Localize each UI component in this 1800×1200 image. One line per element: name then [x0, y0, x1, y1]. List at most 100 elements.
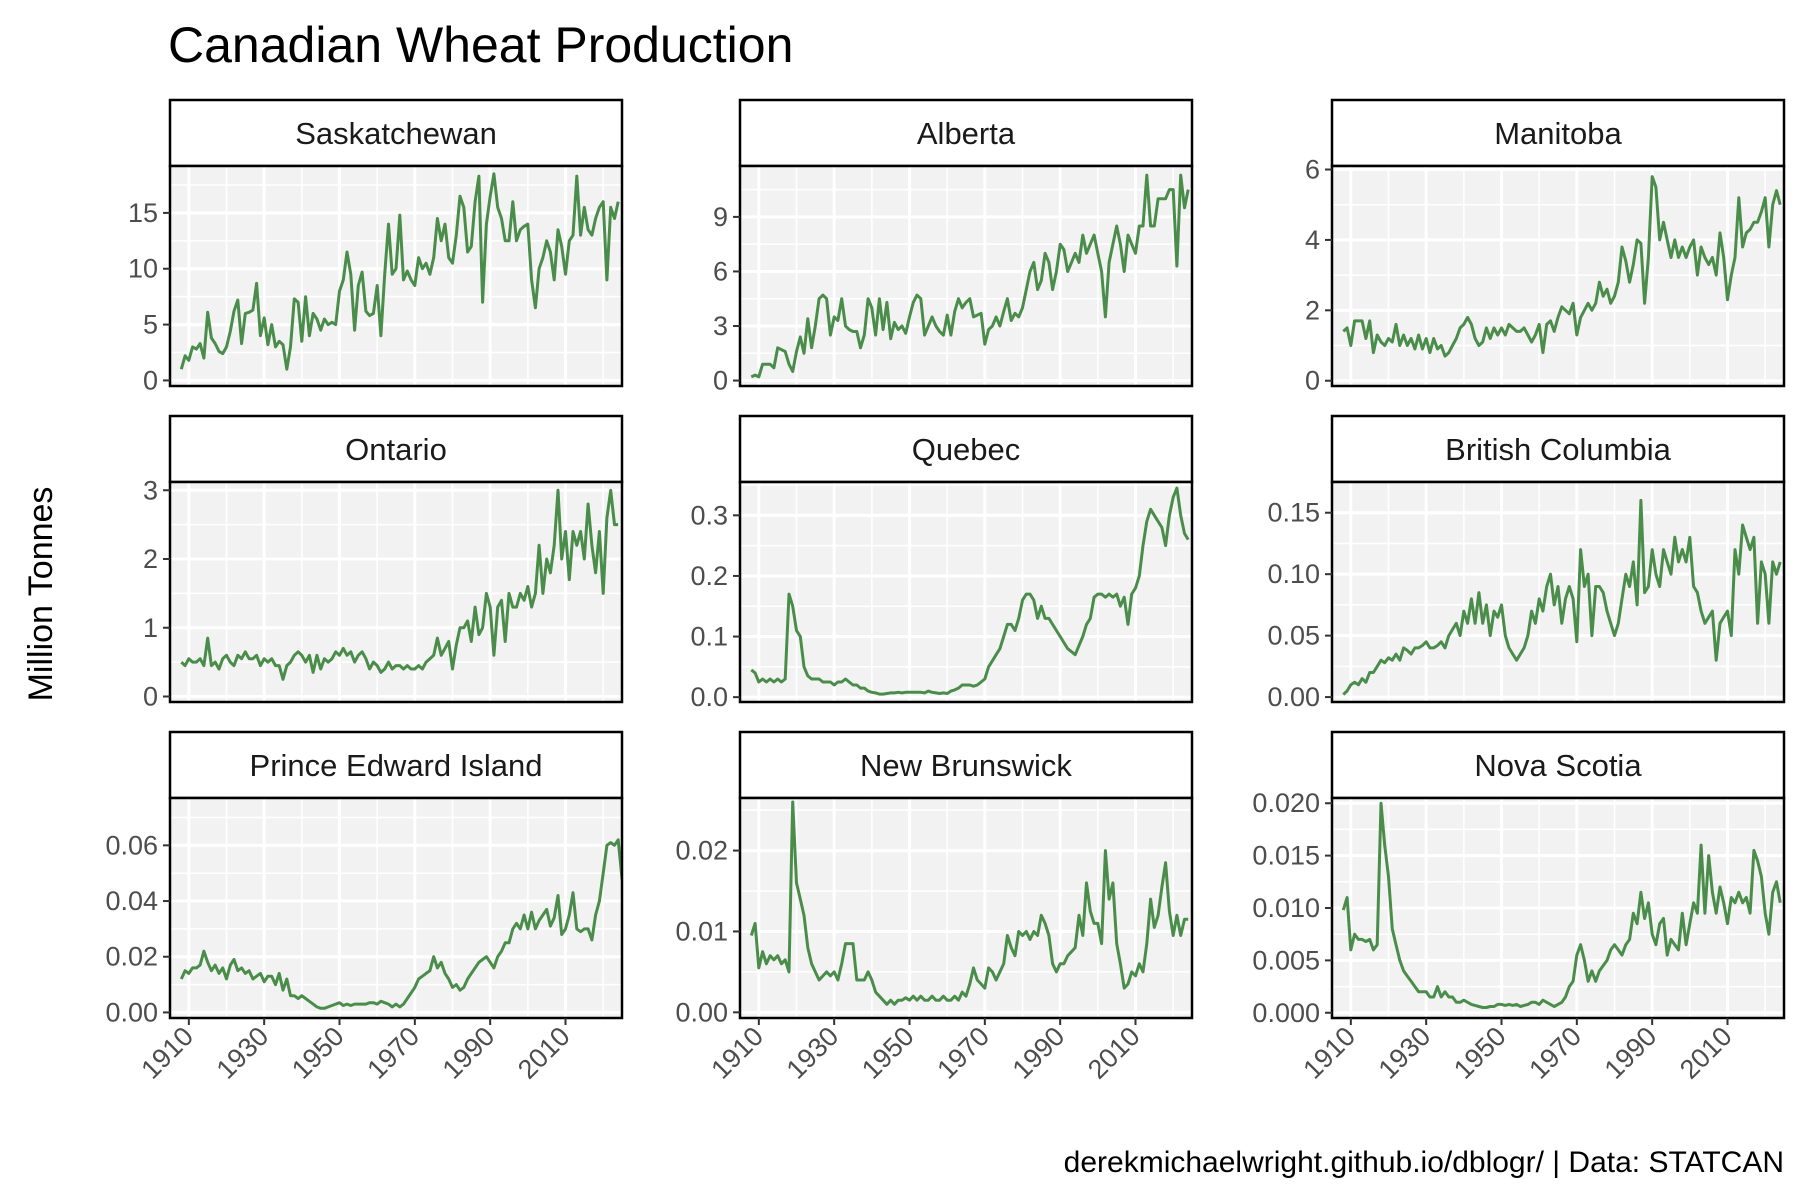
strip-label-prince-edward-island: Prince Edward Island [250, 748, 543, 783]
panel-border-prince-edward-island [168, 796, 624, 1020]
y-tick-label: 15 [128, 198, 158, 228]
x-tick-label: 1990 [1599, 1021, 1663, 1085]
y-tick-label: 0 [143, 682, 158, 712]
x-tick-label: 1950 [856, 1021, 920, 1085]
x-tick-label: 1990 [1007, 1021, 1071, 1085]
series-line-manitoba [1342, 175, 1782, 358]
y-tick-label: 0.06 [105, 830, 158, 860]
panel-border-saskatchewan [168, 164, 624, 388]
panel-ontario: Ontario 0 1 2 3 [143, 414, 624, 712]
panel-quebec: Quebec 0.0 0.1 0.2 0.3 [690, 414, 1194, 712]
y-tick-label: 0 [1305, 366, 1320, 396]
x-tick-label: 1930 [781, 1021, 845, 1085]
y-tick-label: 0.04 [105, 886, 158, 916]
y-tick-label: 5 [143, 310, 158, 340]
x-tick-label: 1950 [1448, 1021, 1512, 1085]
panel-manitoba: Manitoba 0 2 4 6 [1305, 98, 1786, 396]
series-line-new-brunswick [749, 800, 1189, 1006]
strip-label-saskatchewan: Saskatchewan [295, 116, 497, 151]
panel-prince-edward-island: Prince Edward Island 0.00 0.02 0.04 0.06 1910… [105, 730, 624, 1085]
y-tick-label: 0.005 [1252, 945, 1320, 975]
y-axis-label: Million Tonnes [22, 487, 60, 702]
y-tick-label: 2 [1305, 295, 1320, 325]
panel-bg-alberta [740, 166, 1192, 386]
panel-saskatchewan: Saskatchewan 0 5 10 15 [128, 98, 624, 395]
panel-border-ontario [168, 480, 624, 704]
y-tick-label: 0.2 [690, 561, 728, 591]
y-tick-label: 4 [1305, 225, 1320, 255]
strip-british-columbia [1330, 414, 1786, 484]
x-tick-label: 1970 [931, 1021, 995, 1085]
strip-label-british-columbia: British Columbia [1445, 432, 1671, 467]
y-tick-label: 0.05 [1267, 621, 1320, 651]
y-tick-label: 6 [1305, 155, 1320, 185]
y-tick-label: 3 [713, 311, 728, 341]
x-tick-label: 1930 [1373, 1021, 1437, 1085]
y-tick-label: 0.010 [1252, 893, 1320, 923]
y-tick-label: 0.015 [1252, 841, 1320, 871]
strip-label-alberta: Alberta [917, 116, 1016, 151]
x-tick-label: 2010 [512, 1021, 576, 1085]
series-line-nova-scotia [1341, 801, 1782, 1009]
series-line-prince-edward-island [179, 838, 622, 1010]
strip-label-nova-scotia: Nova Scotia [1474, 748, 1642, 783]
x-tick-label: 2010 [1082, 1021, 1146, 1085]
y-tick-label: 0 [143, 365, 158, 395]
strip-label-new-brunswick: New Brunswick [860, 748, 1072, 783]
panel-border-alberta [738, 164, 1194, 388]
strip-nova-scotia [1330, 730, 1786, 800]
strip-label-quebec: Quebec [912, 432, 1021, 467]
y-tick-label: 9 [713, 202, 728, 232]
y-tick-label: 0.02 [675, 836, 728, 866]
panel-british-columbia: British Columbia 0.00 0.05 0.10 0.15 [1267, 414, 1786, 712]
y-tick-label: 1 [143, 613, 158, 643]
panel-nova-scotia: Nova Scotia 0.000 0.005 0.010 0.015 0.020 1910… [1252, 730, 1786, 1085]
y-tick-label: 0.02 [105, 942, 158, 972]
panel-border-british-columbia [1330, 480, 1786, 704]
y-tick-label: 0.10 [1267, 559, 1320, 589]
panel-border-manitoba [1330, 164, 1786, 388]
y-tick-label: 0.3 [690, 500, 728, 530]
panel-border-new-brunswick [738, 796, 1194, 1020]
panel-bg-ontario [170, 482, 622, 702]
y-tick-label: 0.01 [675, 916, 728, 946]
series-line-saskatchewan [179, 172, 620, 371]
x-tick-label: 1910 [1297, 1021, 1361, 1085]
x-tick-label: 1930 [211, 1021, 275, 1085]
y-tick-label: 0.020 [1252, 788, 1320, 818]
y-tick-label: 2 [143, 544, 158, 574]
strip-saskatchewan [168, 98, 624, 168]
series-line-ontario [180, 488, 619, 681]
panel-new-brunswick: New Brunswick 0.00 0.01 0.02 1910 1930 1950 197… [675, 730, 1194, 1085]
x-tick-label: 2010 [1674, 1021, 1738, 1085]
y-tick-label: 0.0 [690, 682, 728, 712]
strip-manitoba [1330, 98, 1786, 168]
series-line-alberta [750, 173, 1190, 379]
chart-caption: derekmichaelwright.github.io/dblogr/ | D… [1064, 1146, 1784, 1179]
facet-panels: Saskatchewan051015Alberta0369Manitoba024… [105, 98, 1786, 1085]
panel-bg-quebec [740, 482, 1192, 702]
y-tick-label: 0 [713, 366, 728, 396]
panel-alberta: Alberta 0 3 6 9 [713, 98, 1194, 396]
y-tick-label: 0.00 [675, 997, 728, 1027]
panel-bg-new-brunswick [740, 798, 1192, 1018]
panel-bg-manitoba [1332, 166, 1784, 386]
series-line-quebec [750, 486, 1190, 696]
series-line-british-columbia [1342, 498, 1782, 696]
x-tick-label: 1910 [135, 1021, 199, 1085]
strip-new-brunswick [738, 730, 1194, 800]
y-tick-label: 0.00 [105, 997, 158, 1027]
y-tick-label: 3 [143, 475, 158, 505]
y-tick-label: 10 [128, 254, 158, 284]
y-tick-label: 0.00 [1267, 682, 1320, 712]
chart-title: Canadian Wheat Production [168, 17, 793, 73]
strip-label-manitoba: Manitoba [1494, 116, 1622, 151]
x-tick-label: 1950 [286, 1021, 350, 1085]
x-tick-label: 1970 [1523, 1021, 1587, 1085]
x-tick-label: 1910 [705, 1021, 769, 1085]
y-tick-label: 0.15 [1267, 498, 1320, 528]
x-tick-label: 1990 [437, 1021, 501, 1085]
strip-prince-edward-island [168, 730, 624, 800]
x-tick-label: 1970 [361, 1021, 425, 1085]
